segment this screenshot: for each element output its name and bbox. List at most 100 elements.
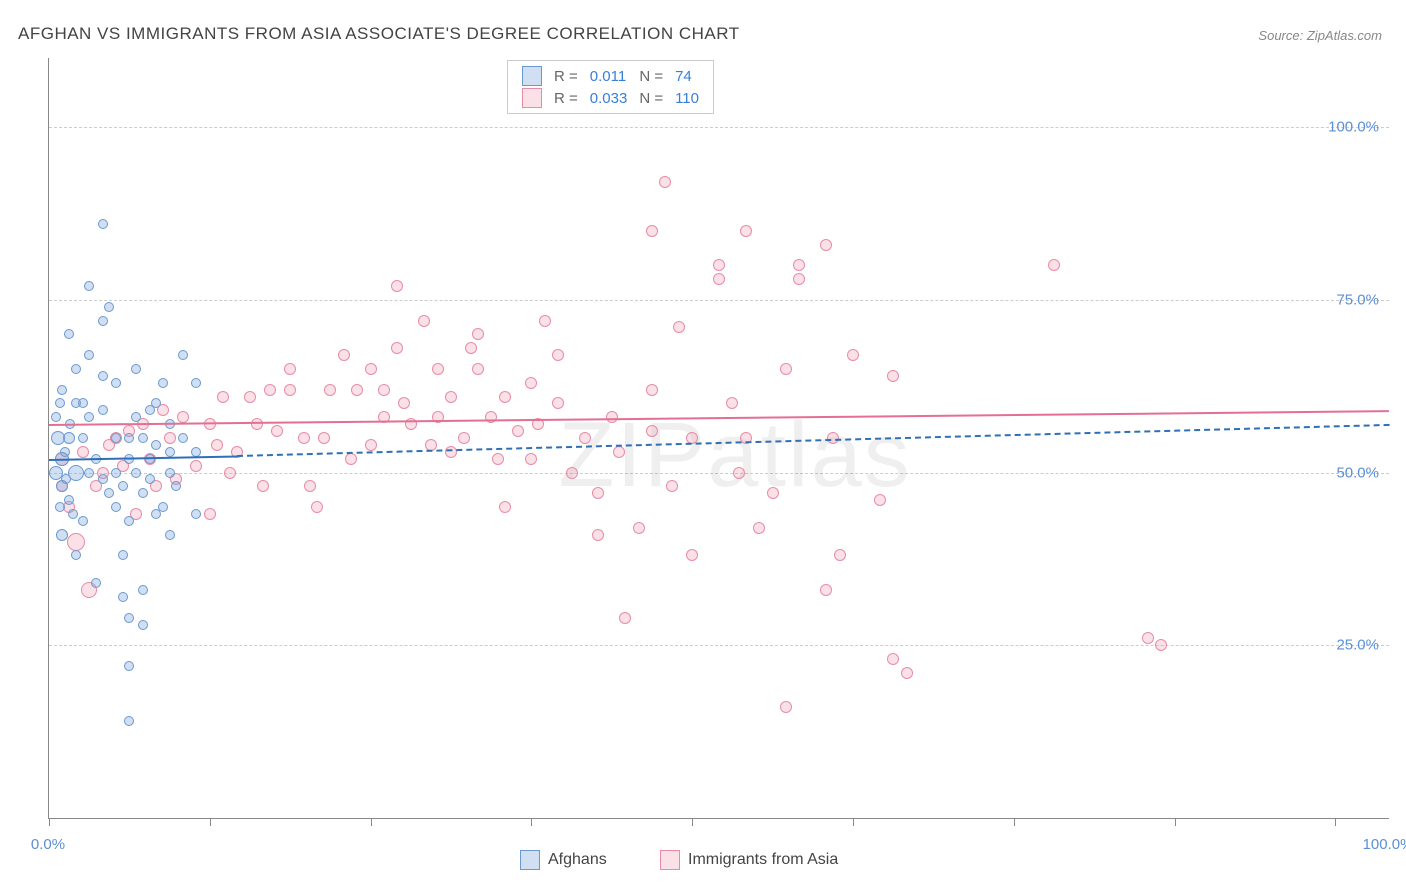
immigrants-point xyxy=(780,701,792,713)
afghans-point xyxy=(51,431,65,445)
source-label: Source: xyxy=(1258,28,1303,43)
afghans-point xyxy=(131,468,141,478)
afghans-point xyxy=(68,509,78,519)
immigrants-point xyxy=(525,377,537,389)
x-tick xyxy=(1014,818,1015,826)
afghans-point xyxy=(64,329,74,339)
immigrants-point xyxy=(77,446,89,458)
immigrants-point xyxy=(901,667,913,679)
afghans-point xyxy=(84,281,94,291)
immigrants-point xyxy=(592,487,604,499)
immigrants-point xyxy=(834,549,846,561)
afghans-point xyxy=(78,433,88,443)
swatch-afghans-icon xyxy=(520,850,540,870)
immigrants-point xyxy=(177,411,189,423)
afghans-point xyxy=(51,412,61,422)
y-tick-label: 25.0% xyxy=(1336,637,1379,654)
immigrants-point xyxy=(365,363,377,375)
afghans-point xyxy=(138,488,148,498)
afghans-point xyxy=(165,447,175,457)
afghans-point xyxy=(111,502,121,512)
swatch-afghans-icon xyxy=(522,66,542,86)
r-value-immigrants: 0.033 xyxy=(584,87,634,109)
n-value-afghans: 74 xyxy=(669,65,705,87)
immigrants-point xyxy=(499,501,511,513)
immigrants-point xyxy=(345,453,357,465)
afghans-point xyxy=(165,530,175,540)
immigrants-point xyxy=(887,653,899,665)
immigrants-point xyxy=(499,391,511,403)
afghans-point xyxy=(158,378,168,388)
immigrants-point xyxy=(211,439,223,451)
x-tick xyxy=(210,818,211,826)
immigrants-point xyxy=(666,480,678,492)
afghans-point xyxy=(138,585,148,595)
immigrants-point xyxy=(224,467,236,479)
immigrants-point xyxy=(318,432,330,444)
immigrants-point xyxy=(713,259,725,271)
immigrants-point xyxy=(753,522,765,534)
afghans-point xyxy=(118,550,128,560)
afghans-point xyxy=(78,398,88,408)
afghans-point xyxy=(178,350,188,360)
x-tick-label: 0.0% xyxy=(31,836,65,853)
source-name: ZipAtlas.com xyxy=(1307,28,1382,43)
trend-line xyxy=(49,410,1389,426)
immigrants-point xyxy=(887,370,899,382)
trend-line xyxy=(49,455,237,460)
afghans-point xyxy=(118,481,128,491)
immigrants-point xyxy=(391,342,403,354)
immigrants-point xyxy=(164,432,176,444)
x-tick xyxy=(853,818,854,826)
immigrants-point xyxy=(619,612,631,624)
immigrants-point xyxy=(733,467,745,479)
afghans-point xyxy=(104,488,114,498)
immigrants-point xyxy=(257,480,269,492)
immigrants-point xyxy=(378,384,390,396)
afghans-point xyxy=(124,661,134,671)
series-legend-afghans: Afghans xyxy=(520,850,607,870)
immigrants-point xyxy=(646,425,658,437)
immigrants-point xyxy=(445,446,457,458)
immigrants-point xyxy=(271,425,283,437)
immigrants-point xyxy=(767,487,779,499)
immigrants-point xyxy=(284,363,296,375)
afghans-point xyxy=(124,516,134,526)
x-tick xyxy=(371,818,372,826)
immigrants-point xyxy=(566,467,578,479)
swatch-immigrants-icon xyxy=(660,850,680,870)
series-label: Afghans xyxy=(548,851,607,869)
immigrants-point xyxy=(633,522,645,534)
afghans-point xyxy=(71,550,81,560)
afghans-point xyxy=(178,433,188,443)
immigrants-point xyxy=(311,501,323,513)
grid-line xyxy=(49,473,1389,474)
immigrants-point xyxy=(338,349,350,361)
immigrants-point xyxy=(324,384,336,396)
immigrants-point xyxy=(365,439,377,451)
immigrants-point xyxy=(1155,639,1167,651)
immigrants-point xyxy=(673,321,685,333)
immigrants-point xyxy=(264,384,276,396)
r-value-afghans: 0.011 xyxy=(584,65,634,87)
immigrants-point xyxy=(820,239,832,251)
grid-line xyxy=(49,645,1389,646)
immigrants-point xyxy=(458,432,470,444)
afghans-point xyxy=(55,398,65,408)
n-label: N = xyxy=(633,65,669,87)
afghans-point xyxy=(71,364,81,374)
immigrants-point xyxy=(646,225,658,237)
afghans-point xyxy=(151,440,161,450)
immigrants-point xyxy=(592,529,604,541)
afghans-point xyxy=(84,350,94,360)
afghans-point xyxy=(61,474,71,484)
immigrants-point xyxy=(713,273,725,285)
n-value-immigrants: 110 xyxy=(669,87,705,109)
immigrants-point xyxy=(726,397,738,409)
afghans-point xyxy=(158,502,168,512)
y-tick-label: 75.0% xyxy=(1336,291,1379,308)
afghans-point xyxy=(124,433,134,443)
immigrants-point xyxy=(579,432,591,444)
afghans-point xyxy=(111,378,121,388)
immigrants-point xyxy=(204,508,216,520)
